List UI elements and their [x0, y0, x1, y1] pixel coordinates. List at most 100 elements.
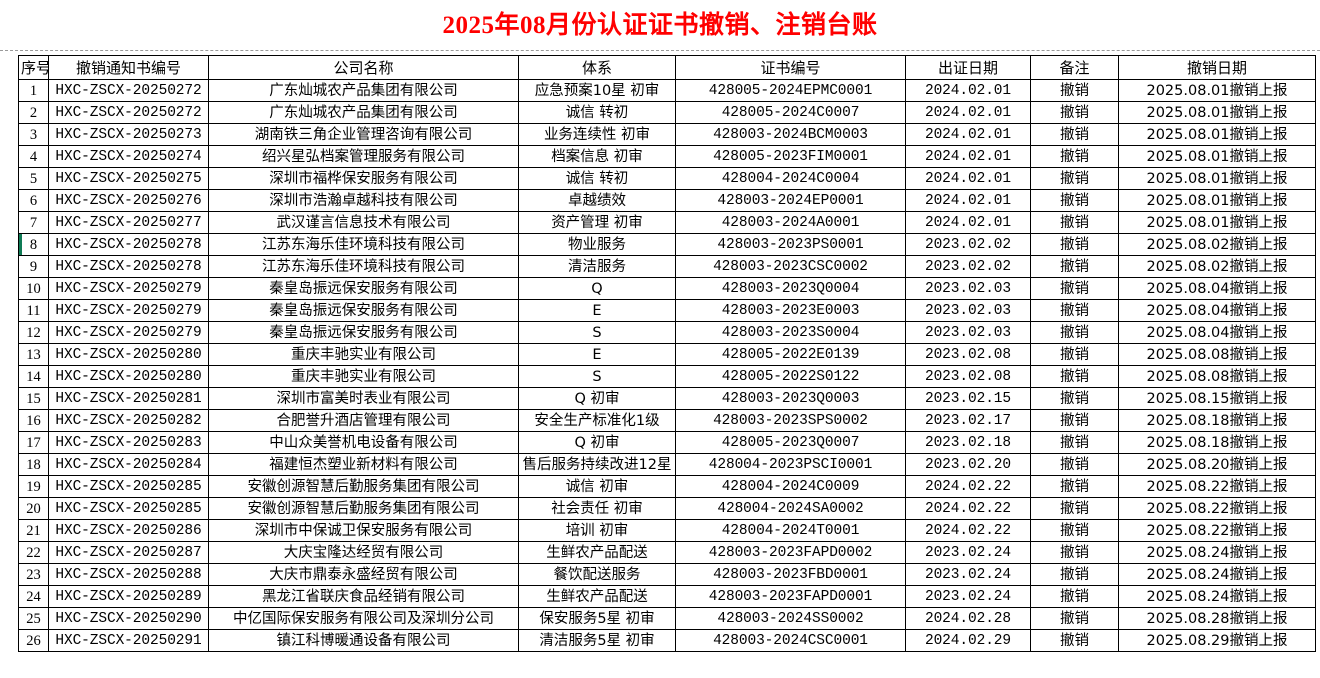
cell-cert-no[interactable]: 428003-2023FBD0001 [675, 563, 906, 586]
cell-company[interactable]: 秦皇岛振远保安服务有限公司 [208, 299, 519, 322]
cell-remark[interactable]: 撤销 [1030, 145, 1119, 168]
cell-company[interactable]: 中山众美誉机电设备有限公司 [208, 431, 519, 454]
revocation-ledger-table[interactable]: 序号 撤销通知书编号 公司名称 体系 证书编号 出证日期 备注 撤销日期 1 HX… [18, 55, 1316, 652]
cell-issue-date[interactable]: 2023.02.03 [905, 277, 1031, 300]
cell-index[interactable]: 20 [18, 497, 49, 520]
cell-system[interactable]: 卓越绩效 [518, 189, 676, 212]
cell-company[interactable]: 江苏东海乐佳环境科技有限公司 [208, 255, 519, 278]
cell-notice-no[interactable]: HXC-ZSCX-20250279 [48, 277, 209, 300]
cell-index[interactable]: 12 [18, 321, 49, 344]
cell-index[interactable]: 4 [18, 145, 49, 168]
cell-notice-no[interactable]: HXC-ZSCX-20250285 [48, 497, 209, 520]
cell-index[interactable]: 13 [18, 343, 49, 366]
cell-issue-date[interactable]: 2024.02.01 [905, 167, 1031, 190]
cell-revoke-date[interactable]: 2025.08.18撤销上报 [1118, 431, 1316, 454]
cell-index[interactable]: 15 [18, 387, 49, 410]
cell-revoke-date[interactable]: 2025.08.08撤销上报 [1118, 343, 1316, 366]
column-header-index[interactable]: 序号 [18, 55, 49, 80]
cell-company[interactable]: 深圳市中保诚卫保安服务有限公司 [208, 519, 519, 542]
cell-notice-no[interactable]: HXC-ZSCX-20250276 [48, 189, 209, 212]
cell-index[interactable]: 10 [18, 277, 49, 300]
cell-notice-no[interactable]: HXC-ZSCX-20250275 [48, 167, 209, 190]
cell-cert-no[interactable]: 428003-2023Q0003 [675, 387, 906, 410]
cell-revoke-date[interactable]: 2025.08.18撤销上报 [1118, 409, 1316, 432]
cell-notice-no[interactable]: HXC-ZSCX-20250278 [48, 255, 209, 278]
cell-revoke-date[interactable]: 2025.08.01撤销上报 [1118, 101, 1316, 124]
cell-system[interactable]: 生鲜农产品配送 [518, 541, 676, 564]
cell-index[interactable]: 9 [18, 255, 49, 278]
cell-issue-date[interactable]: 2024.02.01 [905, 189, 1031, 212]
cell-notice-no[interactable]: HXC-ZSCX-20250290 [48, 607, 209, 630]
cell-notice-no[interactable]: HXC-ZSCX-20250289 [48, 585, 209, 608]
table-row[interactable]: 24 HXC-ZSCX-20250289 黑龙江省联庆食品经销有限公司 生鲜农产品配送… [18, 585, 1316, 608]
table-row[interactable]: 3 HXC-ZSCX-20250273 湖南铁三角企业管理咨询有限公司 业务连续性 初… [18, 123, 1316, 146]
cell-remark[interactable]: 撤销 [1030, 431, 1119, 454]
cell-system[interactable]: S [518, 365, 676, 388]
cell-issue-date[interactable]: 2023.02.03 [905, 321, 1031, 344]
cell-company[interactable]: 重庆丰驰实业有限公司 [208, 365, 519, 388]
cell-revoke-date[interactable]: 2025.08.01撤销上报 [1118, 145, 1316, 168]
cell-system[interactable]: 保安服务5星 初审 [518, 607, 676, 630]
cell-remark[interactable]: 撤销 [1030, 277, 1119, 300]
cell-remark[interactable]: 撤销 [1030, 211, 1119, 234]
cell-company[interactable]: 深圳市浩瀚卓越科技有限公司 [208, 189, 519, 212]
cell-index[interactable]: 7 [18, 211, 49, 234]
cell-index[interactable]: 3 [18, 123, 49, 146]
cell-cert-no[interactable]: 428004-2024SA0002 [675, 497, 906, 520]
cell-revoke-date[interactable]: 2025.08.08撤销上报 [1118, 365, 1316, 388]
cell-remark[interactable]: 撤销 [1030, 189, 1119, 212]
cell-revoke-date[interactable]: 2025.08.22撤销上报 [1118, 497, 1316, 520]
cell-notice-no[interactable]: HXC-ZSCX-20250272 [48, 79, 209, 102]
cell-remark[interactable]: 撤销 [1030, 123, 1119, 146]
cell-company[interactable]: 大庆宝隆达经贸有限公司 [208, 541, 519, 564]
cell-system[interactable]: Q 初审 [518, 431, 676, 454]
cell-issue-date[interactable]: 2024.02.01 [905, 145, 1031, 168]
cell-issue-date[interactable]: 2023.02.03 [905, 299, 1031, 322]
spreadsheet-area[interactable]: 序号 撤销通知书编号 公司名称 体系 证书编号 出证日期 备注 撤销日期 1 HX… [18, 55, 1316, 652]
cell-company[interactable]: 广东灿城农产品集团有限公司 [208, 79, 519, 102]
table-row[interactable]: 4 HXC-ZSCX-20250274 绍兴星弘档案管理服务有限公司 档案信息 初审 4… [18, 145, 1316, 168]
cell-index[interactable]: 23 [18, 563, 49, 586]
cell-system[interactable]: 社会责任 初审 [518, 497, 676, 520]
cell-revoke-date[interactable]: 2025.08.28撤销上报 [1118, 607, 1316, 630]
cell-cert-no[interactable]: 428003-2023FAPD0001 [675, 585, 906, 608]
table-row[interactable]: 5 HXC-ZSCX-20250275 深圳市福桦保安服务有限公司 诚信 转初 4280… [18, 167, 1316, 190]
cell-cert-no[interactable]: 428005-2023Q0007 [675, 431, 906, 454]
cell-issue-date[interactable]: 2024.02.01 [905, 211, 1031, 234]
cell-system[interactable]: 档案信息 初审 [518, 145, 676, 168]
table-row[interactable]: 18 HXC-ZSCX-20250284 福建恒杰塑业新材料有限公司 售后服务持续改进… [18, 453, 1316, 476]
cell-system[interactable]: E [518, 299, 676, 322]
cell-system[interactable]: Q [518, 277, 676, 300]
table-row[interactable]: 13 HXC-ZSCX-20250280 重庆丰驰实业有限公司 E 428005-202… [18, 343, 1316, 366]
cell-system[interactable]: Q 初审 [518, 387, 676, 410]
cell-notice-no[interactable]: HXC-ZSCX-20250274 [48, 145, 209, 168]
cell-remark[interactable]: 撤销 [1030, 233, 1119, 256]
cell-issue-date[interactable]: 2023.02.17 [905, 409, 1031, 432]
cell-company[interactable]: 深圳市福桦保安服务有限公司 [208, 167, 519, 190]
cell-notice-no[interactable]: HXC-ZSCX-20250273 [48, 123, 209, 146]
cell-cert-no[interactable]: 428005-2024C0007 [675, 101, 906, 124]
cell-notice-no[interactable]: HXC-ZSCX-20250280 [48, 365, 209, 388]
cell-issue-date[interactable]: 2023.02.08 [905, 343, 1031, 366]
cell-index[interactable]: 26 [18, 629, 49, 652]
cell-issue-date[interactable]: 2024.02.01 [905, 123, 1031, 146]
cell-cert-no[interactable]: 428004-2024C0004 [675, 167, 906, 190]
cell-revoke-date[interactable]: 2025.08.01撤销上报 [1118, 189, 1316, 212]
cell-index[interactable]: 18 [18, 453, 49, 476]
table-row[interactable]: 15 HXC-ZSCX-20250281 深圳市富美时表业有限公司 Q 初审 42800… [18, 387, 1316, 410]
cell-remark[interactable]: 撤销 [1030, 255, 1119, 278]
cell-issue-date[interactable]: 2023.02.02 [905, 255, 1031, 278]
cell-issue-date[interactable]: 2023.02.24 [905, 563, 1031, 586]
cell-company[interactable]: 福建恒杰塑业新材料有限公司 [208, 453, 519, 476]
cell-issue-date[interactable]: 2023.02.24 [905, 585, 1031, 608]
cell-revoke-date[interactable]: 2025.08.02撤销上报 [1118, 255, 1316, 278]
cell-system[interactable]: 售后服务持续改进12星 [518, 453, 676, 476]
column-header-company[interactable]: 公司名称 [208, 55, 519, 80]
cell-index[interactable]: 2 [18, 101, 49, 124]
cell-issue-date[interactable]: 2024.02.22 [905, 519, 1031, 542]
cell-notice-no[interactable]: HXC-ZSCX-20250272 [48, 101, 209, 124]
cell-revoke-date[interactable]: 2025.08.22撤销上报 [1118, 475, 1316, 498]
cell-cert-no[interactable]: 428003-2023Q0004 [675, 277, 906, 300]
cell-revoke-date[interactable]: 2025.08.01撤销上报 [1118, 79, 1316, 102]
cell-cert-no[interactable]: 428005-2023FIM0001 [675, 145, 906, 168]
